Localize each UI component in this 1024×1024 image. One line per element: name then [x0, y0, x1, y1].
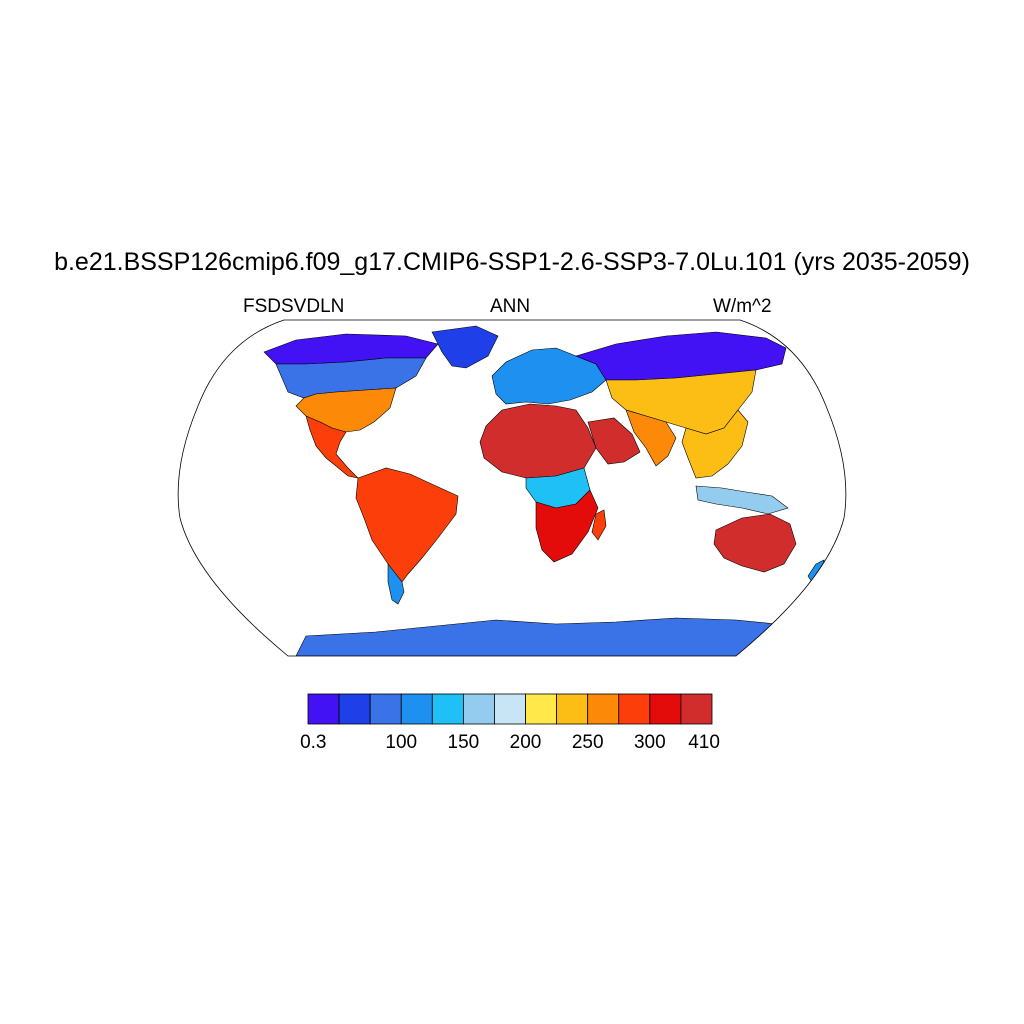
colorbar-swatch	[338, 693, 371, 725]
colorbar-swatch	[556, 693, 589, 725]
colorbar-tick-label: 300	[634, 732, 666, 750]
antarctica	[295, 617, 807, 656]
map-boundary	[177, 319, 847, 657]
new-zealand	[807, 559, 825, 583]
colorbar: 10.3 100 150 200 250 300 410.1	[300, 693, 720, 750]
colorbar-swatch	[494, 693, 526, 725]
south-america-patagonia	[387, 563, 405, 605]
southeast-asia	[681, 409, 749, 479]
variable-label: FSDSVDLN	[243, 296, 345, 317]
asia-south	[625, 409, 677, 467]
world-map	[177, 319, 847, 657]
colorbar-swatch	[462, 693, 495, 725]
colorbar-swatch	[680, 693, 713, 725]
colorbar-swatch	[431, 693, 464, 725]
madagascar	[591, 509, 607, 541]
colorbar-tick-label: 10.3	[300, 732, 326, 750]
colorbar-swatch	[618, 693, 651, 725]
colorbar-tick-label: 200	[510, 732, 542, 750]
africa-sahara	[479, 403, 597, 479]
colorbar-swatch	[307, 693, 340, 725]
south-america	[355, 467, 459, 583]
units-label: W/m^2	[713, 296, 772, 317]
australia	[713, 513, 797, 573]
colorbar-tick-label: 150	[448, 732, 480, 750]
arabia	[587, 417, 641, 465]
colorbar-swatch	[649, 693, 682, 725]
plot-title: b.e21.BSSP126cmip6.f09_g17.CMIP6-SSP1-2.…	[54, 248, 970, 276]
season-label: ANN	[490, 296, 531, 317]
colorbar-swatch	[525, 693, 558, 725]
europe	[491, 347, 607, 405]
greenland	[431, 325, 499, 369]
colorbar-tick-label: 410.1	[688, 732, 720, 750]
colorbar-tick-label: 100	[385, 732, 417, 750]
maritime-continent	[695, 485, 789, 515]
colorbar-swatch	[587, 693, 620, 725]
colorbar-swatch	[400, 693, 433, 725]
colorbar-tick-label: 250	[572, 732, 604, 750]
mexico-central-america	[305, 415, 359, 479]
colorbar-swatch	[369, 693, 402, 725]
africa-south	[535, 489, 599, 563]
